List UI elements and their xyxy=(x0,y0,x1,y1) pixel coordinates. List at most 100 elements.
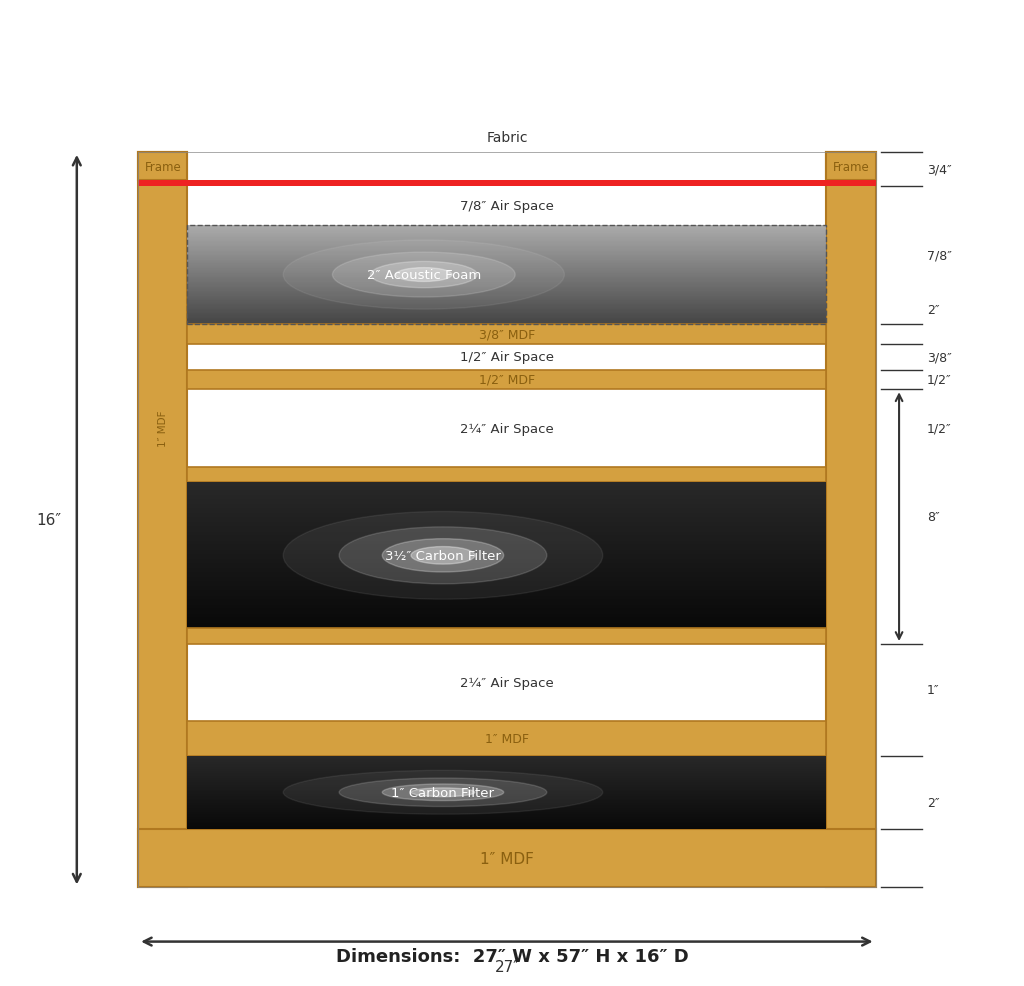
Bar xyxy=(187,516,826,518)
Bar xyxy=(187,507,826,509)
Bar xyxy=(187,545,826,546)
Bar xyxy=(187,629,826,644)
Text: 2″: 2″ xyxy=(927,304,939,317)
Bar xyxy=(187,226,826,227)
Bar xyxy=(187,281,826,283)
Bar xyxy=(187,278,826,279)
Bar xyxy=(187,309,826,310)
Bar xyxy=(187,226,826,324)
Bar xyxy=(187,556,826,558)
Text: 7/8″: 7/8″ xyxy=(927,249,951,262)
Bar xyxy=(187,321,826,322)
Bar xyxy=(187,279,826,280)
Ellipse shape xyxy=(382,784,504,801)
Bar xyxy=(187,596,826,598)
Bar xyxy=(187,235,826,236)
Text: 8″: 8″ xyxy=(927,511,939,524)
Bar xyxy=(138,829,876,887)
Ellipse shape xyxy=(284,512,603,599)
Bar xyxy=(187,527,826,528)
Bar xyxy=(187,288,826,289)
Text: 3/4″: 3/4″ xyxy=(927,164,951,176)
Text: 27″: 27″ xyxy=(495,959,519,974)
Bar xyxy=(187,269,826,270)
Bar xyxy=(187,595,826,596)
Bar xyxy=(187,496,826,497)
Bar xyxy=(187,259,826,260)
Ellipse shape xyxy=(371,262,477,288)
Text: Frame: Frame xyxy=(144,161,181,174)
Bar xyxy=(187,585,826,587)
Bar xyxy=(187,246,826,248)
Ellipse shape xyxy=(411,788,475,797)
Bar xyxy=(187,264,826,265)
Text: 1″ MDF: 1″ MDF xyxy=(485,733,528,745)
Bar xyxy=(187,286,826,288)
Bar xyxy=(187,318,826,319)
Bar xyxy=(187,521,826,523)
Bar xyxy=(187,254,826,255)
Bar xyxy=(826,153,876,181)
Bar xyxy=(187,509,826,510)
Ellipse shape xyxy=(411,547,475,565)
Bar xyxy=(187,537,826,539)
Bar xyxy=(187,273,826,274)
Bar xyxy=(187,239,826,240)
Bar xyxy=(187,306,826,308)
Bar xyxy=(187,627,826,629)
Bar xyxy=(187,319,826,321)
Bar xyxy=(187,280,826,281)
Text: 1/2″ Air Space: 1/2″ Air Space xyxy=(460,351,554,364)
Bar xyxy=(187,249,826,250)
Bar xyxy=(187,548,826,550)
Bar xyxy=(187,533,826,535)
Text: 1″ Carbon Filter: 1″ Carbon Filter xyxy=(391,786,495,799)
Bar xyxy=(138,153,187,181)
Bar xyxy=(187,535,826,537)
Text: Frame: Frame xyxy=(833,161,869,174)
Ellipse shape xyxy=(284,241,564,310)
Bar xyxy=(187,251,826,253)
Bar xyxy=(187,601,826,603)
Ellipse shape xyxy=(339,528,547,585)
Bar xyxy=(187,311,826,313)
Bar xyxy=(187,323,826,324)
Bar xyxy=(187,722,826,756)
Bar xyxy=(187,242,826,244)
Bar xyxy=(187,285,826,286)
Bar xyxy=(187,512,826,514)
Bar xyxy=(187,240,826,241)
Ellipse shape xyxy=(333,252,515,298)
Bar xyxy=(187,234,826,235)
Bar xyxy=(187,563,826,565)
Bar xyxy=(187,598,826,599)
Bar xyxy=(187,616,826,618)
Bar xyxy=(187,599,826,601)
Bar xyxy=(187,227,826,229)
Bar xyxy=(187,229,826,230)
Ellipse shape xyxy=(382,539,504,573)
Bar xyxy=(187,619,826,621)
Bar xyxy=(187,608,826,610)
Text: 2¼″ Air Space: 2¼″ Air Space xyxy=(460,676,554,689)
Bar xyxy=(187,237,826,239)
Bar xyxy=(187,301,826,303)
Bar xyxy=(187,270,826,271)
Bar xyxy=(187,284,826,285)
Bar xyxy=(187,572,826,574)
Bar xyxy=(187,607,826,608)
Text: 1″ MDF: 1″ MDF xyxy=(480,851,534,866)
Bar xyxy=(187,543,826,545)
Bar xyxy=(187,250,826,251)
Ellipse shape xyxy=(284,770,603,814)
Bar xyxy=(187,245,826,246)
Bar xyxy=(187,276,826,278)
Text: 3/8″ MDF: 3/8″ MDF xyxy=(479,328,535,341)
Bar xyxy=(187,614,826,616)
Bar xyxy=(187,261,826,263)
Bar xyxy=(187,530,826,532)
Bar xyxy=(187,612,826,614)
Bar xyxy=(187,244,826,245)
Bar xyxy=(187,255,826,256)
Bar xyxy=(187,546,826,548)
